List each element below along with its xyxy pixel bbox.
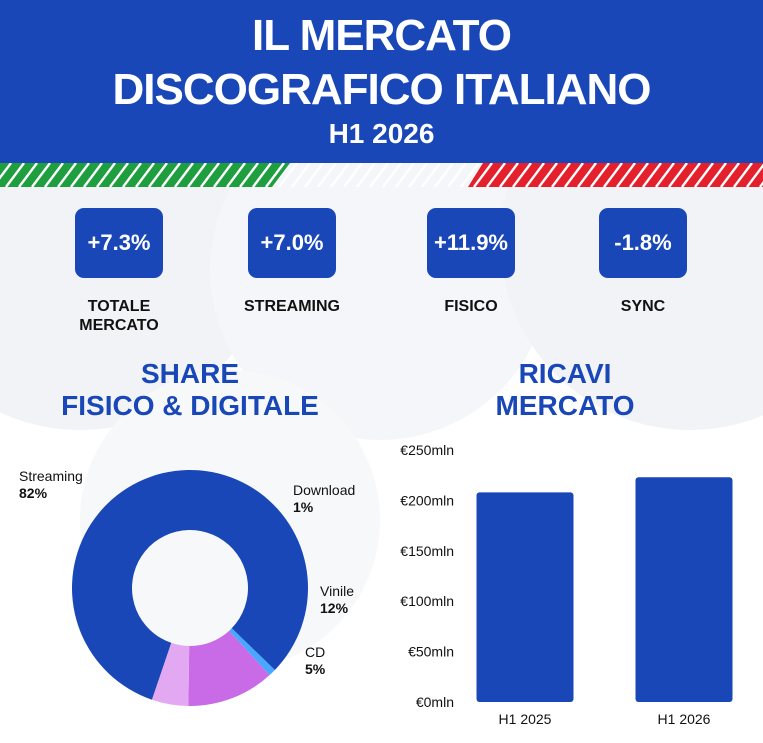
pie-label-pct: 1% [293, 499, 314, 515]
donut-chart [71, 470, 308, 706]
kpi-box-fisico: +11.9% [427, 208, 515, 278]
kpi-box-sync: -1.8% [599, 208, 687, 278]
y-tick-label: €250mln [400, 442, 454, 458]
kpi-label-sync: SYNC [620, 298, 666, 315]
share-section-title: SHARE FISICO & DIGITALE [10, 358, 370, 422]
page-title-line2: DISCOGRAFICO ITALIANO [112, 65, 652, 114]
x-tick-label: H1 2026 [658, 711, 711, 727]
pie-label-pct: 82% [19, 485, 48, 501]
pie-label-download: Download 1% [293, 482, 355, 516]
flag-stripes [0, 163, 763, 187]
pie-label-vinile: Vinile 12% [320, 583, 354, 617]
kpi-label-line1: TOTALE [87, 298, 151, 315]
kpi-label-line2: MERCATO [79, 317, 159, 334]
pie-slice-streaming [71, 470, 308, 700]
header-banner: IL MERCATO DISCOGRAFICO ITALIANO H1 2026 [0, 0, 763, 163]
kpi-box-streaming: +7.0% [248, 208, 336, 278]
pie-label-streaming: Streaming 82% [19, 468, 83, 502]
y-tick-label: €150mln [400, 543, 454, 559]
pie-slice-download [229, 628, 275, 676]
revenue-section-title: RICAVI MERCATO [420, 358, 710, 422]
bar-chart: €0mln €50mln €100mln €150mln €200mln €250mln H… [400, 442, 733, 727]
pie-label-text: Streaming [19, 468, 83, 484]
y-tick-label: €200mln [400, 492, 454, 508]
kpi-box-totale-mercato: +7.3% [75, 208, 163, 278]
pie-label-cd: CD 5% [305, 644, 325, 678]
revenue-title-line1: RICAVI [518, 358, 612, 389]
pie-label-text: Download [293, 482, 356, 498]
share-title-line1: SHARE [140, 358, 239, 389]
pie-slice-cd [151, 642, 190, 706]
y-tick-label: €0mln [416, 694, 454, 710]
page-subtitle: H1 2026 [328, 118, 435, 149]
pie-label-pct: 5% [305, 661, 326, 677]
share-title-line2: FISICO & DIGITALE [61, 390, 319, 421]
kpi-label-fisico: FISICO [444, 298, 498, 315]
y-tick-label: €100mln [400, 593, 454, 609]
revenue-title-line2: MERCATO [495, 390, 635, 421]
y-tick-label: €50mln [408, 644, 454, 660]
pie-slice-vinile [188, 630, 270, 706]
page-title-line1: IL MERCATO [252, 11, 512, 60]
x-tick-label: H1 2025 [499, 711, 552, 727]
pie-label-text: CD [305, 644, 326, 660]
kpi-label-totale-mercato: TOTALE MERCATO [39, 297, 199, 335]
bar-h1-2025 [476, 492, 574, 702]
pie-label-text: Vinile [320, 583, 354, 599]
kpi-label-streaming: STREAMING [244, 298, 340, 315]
bar-h1-2026 [635, 477, 733, 702]
pie-label-pct: 12% [320, 600, 349, 616]
